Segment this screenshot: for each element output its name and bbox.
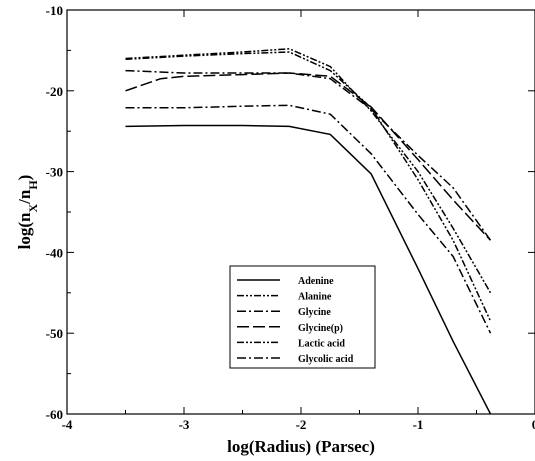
x-tick-label: 0 [532, 417, 535, 432]
y-label-base: log(n [15, 212, 34, 249]
legend-label-lactic-acid: Lactic acid [298, 338, 345, 349]
x-axis-label: log(Radius) (Parsec) [227, 437, 375, 456]
series-layer [125, 48, 492, 414]
y-label-sub-x: X [26, 204, 40, 213]
y-tick-label: -10 [46, 3, 63, 18]
y-axis-label: log(nX/nH) [15, 175, 40, 250]
y-label-mid: /n [15, 189, 34, 205]
y-label-sub-h: H [26, 180, 40, 190]
legend-label-glycine-p: Glycine(p) [298, 323, 343, 334]
y-tick-label: -40 [46, 245, 63, 260]
x-tick-label: -3 [179, 417, 190, 432]
legend-label-glycolic-acid: Glycolic acid [298, 354, 354, 365]
legend: Adenine Alanine Glycine Glycine(p) Lactic ac… [229, 265, 376, 369]
y-tick-label: -20 [46, 84, 63, 99]
y-tick-label: -50 [46, 326, 63, 341]
y-tick-label: -60 [46, 407, 63, 422]
series-line-glycolic-acid [125, 69, 492, 241]
x-tick-label: -2 [296, 417, 307, 432]
series-line-glycine [125, 104, 492, 334]
series-line-glycine-p [125, 72, 492, 241]
legend-label-glycine: Glycine [298, 307, 331, 318]
ticks-layer: -4 -3 -2 -1 0-60-50-40-30-20-10 [46, 3, 535, 432]
series-line-adenine [125, 124, 492, 414]
legend-label-adenine: Adenine [298, 276, 334, 287]
x-tick-label: -4 [62, 417, 73, 432]
series-line-alanine [125, 48, 492, 294]
series-line-lactic-acid [125, 51, 492, 322]
legend-label-alanine: Alanine [298, 292, 332, 303]
y-tick-label: -30 [46, 165, 63, 180]
x-tick-label: -1 [413, 417, 424, 432]
legend-box [229, 265, 376, 369]
y-label-end: ) [15, 175, 34, 181]
